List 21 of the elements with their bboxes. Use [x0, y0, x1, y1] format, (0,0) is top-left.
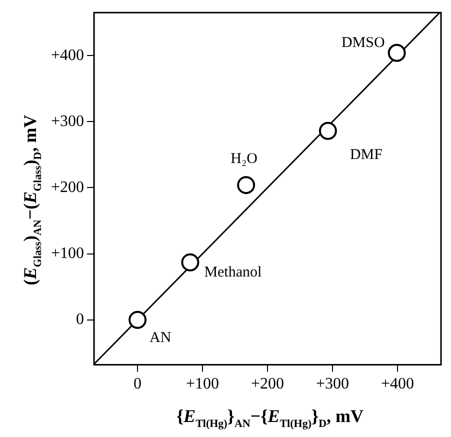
- y-tick-label: +400: [50, 46, 84, 64]
- annotation: H₂O: [230, 151, 258, 168]
- y-tick-label: 0: [76, 311, 84, 328]
- y-tick-label: +100: [50, 244, 84, 262]
- annotation: Methanol: [204, 264, 262, 280]
- annotation: AN: [150, 330, 172, 346]
- annotation: DMSO: [341, 34, 385, 51]
- annotation: DMF: [350, 146, 382, 163]
- x-tick-label: +400: [380, 376, 414, 393]
- x-tick-label: +300: [316, 376, 350, 393]
- text: {E$_{Tl(Hg)}$}$_{AN}$−{E$_{Tl(Hg)}$}$_{D}$, mV: [176, 406, 364, 430]
- y-tick-label: +300: [50, 112, 84, 130]
- point: [388, 44, 406, 62]
- point: [237, 176, 256, 194]
- point: [318, 122, 337, 140]
- point: [181, 253, 200, 272]
- y-tick-label: +200: [50, 178, 84, 196]
- point: [128, 310, 147, 329]
- x-tick-label: 0: [134, 376, 142, 393]
- x-tick-label: +200: [250, 376, 284, 393]
- x-tick-label: +100: [186, 376, 220, 393]
